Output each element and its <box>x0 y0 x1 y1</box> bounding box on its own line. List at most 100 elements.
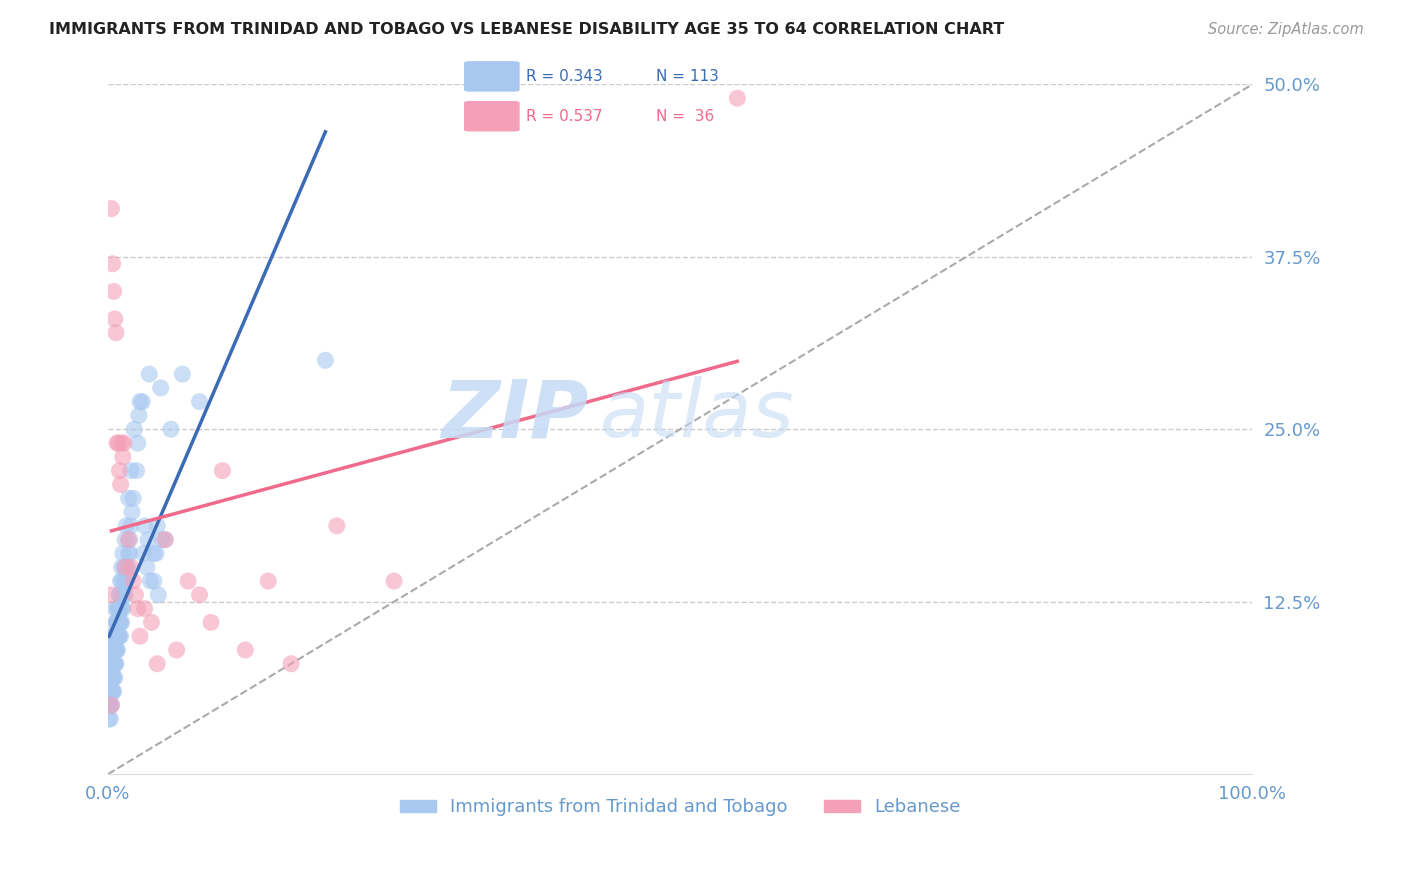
Point <box>128 409 150 423</box>
Point <box>103 629 125 643</box>
Point <box>145 546 167 560</box>
Point <box>98 671 121 685</box>
Point <box>114 533 136 547</box>
Point <box>104 643 127 657</box>
Point <box>110 601 132 615</box>
Point <box>108 588 131 602</box>
Text: N =  36: N = 36 <box>655 109 714 124</box>
Point <box>148 588 170 602</box>
Point <box>111 560 134 574</box>
Text: R = 0.343: R = 0.343 <box>526 69 603 84</box>
Point <box>160 422 183 436</box>
Point <box>105 629 128 643</box>
Text: Source: ZipAtlas.com: Source: ZipAtlas.com <box>1208 22 1364 37</box>
Point <box>105 436 128 450</box>
Point <box>103 684 125 698</box>
Point <box>101 671 124 685</box>
Point <box>111 588 134 602</box>
Point <box>98 684 121 698</box>
Point <box>103 643 125 657</box>
Point <box>166 643 188 657</box>
Point <box>112 560 135 574</box>
Point <box>122 574 145 588</box>
Point <box>105 615 128 630</box>
Point <box>115 519 138 533</box>
Point <box>257 574 280 588</box>
Point <box>280 657 302 671</box>
Point <box>114 560 136 574</box>
Point <box>314 353 336 368</box>
Point <box>103 657 125 671</box>
Point <box>233 643 256 657</box>
Point <box>117 560 139 574</box>
Point <box>105 643 128 657</box>
Point <box>105 601 128 615</box>
Point <box>101 657 124 671</box>
Point <box>101 257 124 271</box>
Point <box>136 533 159 547</box>
Point <box>98 712 121 726</box>
Point <box>103 671 125 685</box>
Point <box>118 546 141 560</box>
Point <box>120 464 142 478</box>
Point <box>149 381 172 395</box>
Point <box>107 615 129 630</box>
Point <box>139 574 162 588</box>
Point <box>211 464 233 478</box>
Point <box>112 588 135 602</box>
Point <box>153 533 176 547</box>
Point <box>110 629 132 643</box>
Point <box>124 588 146 602</box>
Point <box>125 464 148 478</box>
Point <box>105 629 128 643</box>
Point <box>98 698 121 713</box>
Point <box>135 560 157 574</box>
Point <box>98 712 121 726</box>
Point <box>101 643 124 657</box>
Point <box>153 533 176 547</box>
Point <box>142 574 165 588</box>
Point <box>103 657 125 671</box>
Point <box>188 394 211 409</box>
Legend: Immigrants from Trinidad and Tobago, Lebanese: Immigrants from Trinidad and Tobago, Leb… <box>392 791 967 823</box>
Point <box>129 629 152 643</box>
Point <box>177 574 200 588</box>
Point <box>108 615 131 630</box>
Point <box>98 698 121 713</box>
Point <box>122 491 145 506</box>
Point <box>146 519 169 533</box>
Point <box>103 285 125 299</box>
Point <box>127 601 149 615</box>
Point <box>725 91 748 105</box>
Point <box>107 436 129 450</box>
Point <box>105 643 128 657</box>
Point <box>326 519 349 533</box>
Text: atlas: atlas <box>600 376 794 455</box>
Point <box>200 615 222 630</box>
Point <box>105 615 128 630</box>
Point <box>108 601 131 615</box>
Point <box>105 615 128 630</box>
Point <box>188 588 211 602</box>
Point <box>100 629 122 643</box>
Point <box>107 601 129 615</box>
Point <box>115 560 138 574</box>
Point <box>105 326 128 340</box>
Point <box>111 601 134 615</box>
Point <box>111 546 134 560</box>
Point <box>120 519 142 533</box>
Point <box>120 560 142 574</box>
Point <box>103 629 125 643</box>
Point <box>107 629 129 643</box>
Point <box>104 657 127 671</box>
Point <box>105 643 128 657</box>
Point <box>100 588 122 602</box>
Point <box>114 588 136 602</box>
Point <box>118 533 141 547</box>
Text: N = 113: N = 113 <box>655 69 718 84</box>
Point <box>100 684 122 698</box>
Point <box>129 394 152 409</box>
Point <box>101 684 124 698</box>
Point <box>121 505 143 519</box>
Point <box>111 574 134 588</box>
